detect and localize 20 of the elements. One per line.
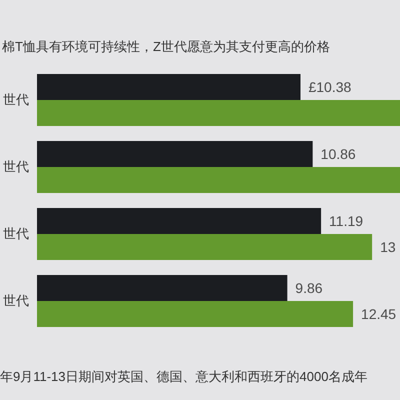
bar (37, 234, 372, 260)
data-label: 13 (380, 238, 396, 255)
data-label: 12.45 (361, 306, 396, 322)
data-label: 11.19 (329, 212, 364, 229)
y-tick-label: 世代 (3, 92, 29, 108)
y-tick-label: 世代 (3, 159, 29, 174)
data-label: £10.38 (308, 78, 352, 95)
bar (37, 275, 288, 301)
data-label: 9.86 (295, 280, 323, 296)
bar (37, 167, 400, 193)
bar (37, 301, 354, 327)
bar (37, 74, 300, 100)
bar (37, 141, 313, 167)
bar (37, 208, 322, 234)
text: 年9月11-13日期间对英国、德国、意大利和西班牙的4000名成年 (0, 368, 368, 386)
y-tick-label: 世代 (3, 226, 29, 242)
bar (37, 100, 400, 126)
chart-title: 棉T恤具有环境可持续性，Z世代愿意为其支付更高的价格 (2, 38, 330, 56)
data-label: 10.86 (320, 146, 356, 162)
y-tick-label: 世代 (3, 293, 29, 308)
